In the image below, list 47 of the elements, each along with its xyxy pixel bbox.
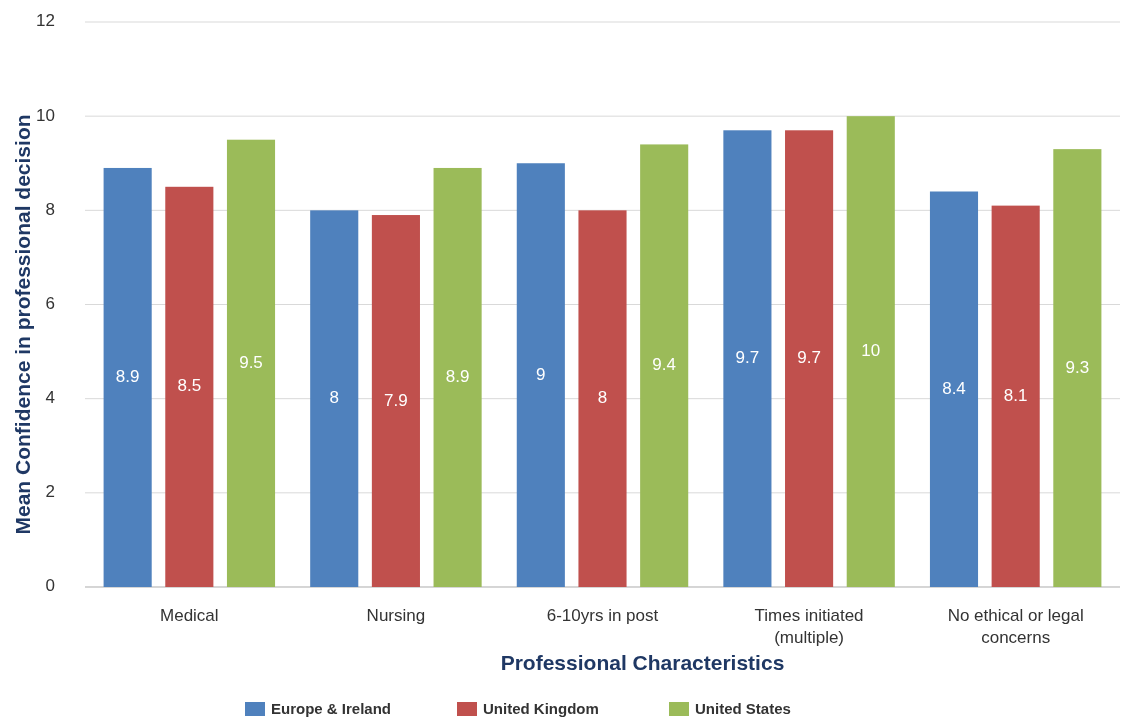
data-label: 9.7 [797,348,821,368]
bar [723,130,772,587]
bar [785,130,834,587]
bar [1053,149,1102,587]
bar [433,167,482,587]
bar [516,163,565,587]
y-axis-title: Mean Confidence in professional decision [11,114,34,535]
y-tick-label: 2 [45,482,55,502]
y-tick-label: 8 [45,199,55,219]
x-axis-title: Professional Characteristics [500,651,785,674]
bar [103,167,152,587]
bar [929,191,979,587]
legend-label: Europe & Ireland [271,700,392,717]
data-label: 9.4 [652,355,676,375]
data-label: 8 [597,388,608,408]
bar [165,186,214,587]
x-tick-label: Medical [160,606,219,625]
x-tick-label: No ethical or legal concerns [947,606,1084,647]
bar [846,116,895,587]
y-tick-label: 6 [45,293,55,313]
data-label: 8.1 [1003,385,1028,405]
data-label: 8.5 [177,376,202,396]
data-label: 9.3 [1065,357,1090,377]
bar [310,210,359,587]
data-label: 8 [329,388,339,408]
bar [991,205,1040,587]
bar [640,144,689,587]
data-label: 10 [861,341,881,361]
data-label: 8.9 [445,366,470,386]
data-label: 8.4 [942,378,966,398]
x-tick-label: 6-10yrs in post [546,606,659,625]
data-label: 9.5 [239,352,263,372]
x-tick-label: Times initiated (multiple) [754,606,864,647]
y-tick-label: 0 [45,576,55,596]
y-tick-label: 12 [36,11,55,31]
data-label: 9.7 [735,348,760,368]
y-tick-label: 4 [45,388,55,408]
data-label: 7.9 [384,390,408,410]
data-label: 8.9 [115,366,140,386]
bar [371,215,420,587]
y-tick-label: 10 [36,105,55,125]
x-tick-label: Nursing [366,606,426,625]
legend-label: United States [695,700,791,717]
bar [578,210,627,587]
data-label: 9 [536,364,546,384]
bar [226,139,276,587]
legend-label: United Kingdom [483,700,599,717]
